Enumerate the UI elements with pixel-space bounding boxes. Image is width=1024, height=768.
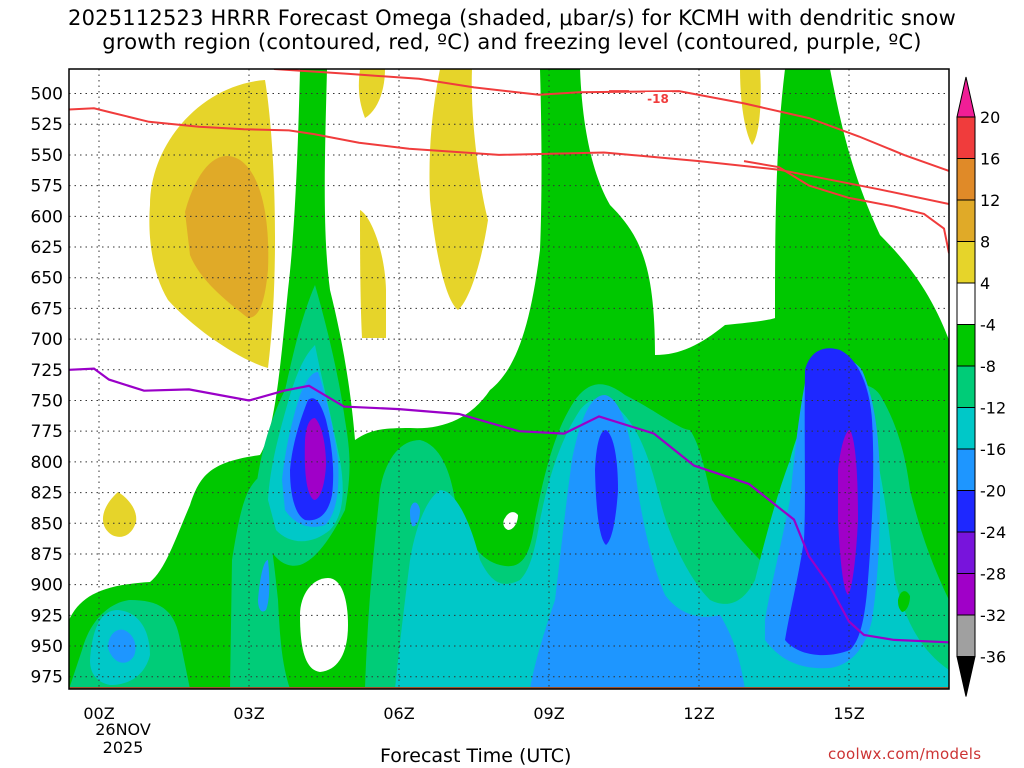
colorbar-bin (956, 407, 976, 450)
colorbar-label: -16 (980, 440, 1006, 459)
y-tick-label: 550 (31, 146, 63, 166)
chart-title-line-1: 2025112523 HRRR Forecast Omega (shaded, … (68, 6, 956, 30)
y-tick-label: 700 (31, 330, 63, 350)
x-tick-label: 00Z (83, 704, 114, 723)
colorbar-bin (956, 116, 976, 159)
credit-text: coolwx.com/models (828, 745, 982, 763)
ground-surface (69, 687, 949, 689)
x-tick-label: 06Z (383, 704, 414, 723)
colorbar-label: -28 (980, 565, 1006, 584)
omega-region-negative-extreme (595, 430, 618, 545)
y-tick-label: 800 (31, 453, 63, 473)
colorbar-bottom-extension (956, 656, 976, 697)
y-tick-label: 750 (31, 391, 63, 411)
colorbar-label: -20 (980, 482, 1006, 501)
omega-region-positive-max (185, 156, 269, 318)
y-tick-label: 950 (31, 637, 63, 657)
x-tick-label: 15Z (833, 704, 864, 723)
colorbar-bin (956, 448, 976, 491)
colorbar-label: -12 (980, 399, 1006, 418)
colorbar-label: -8 (980, 357, 996, 376)
colorbar-top-extension (956, 76, 976, 118)
colorbar-bin (956, 241, 976, 284)
colorbar-bin (956, 573, 976, 616)
x-tick-label: 03Z (233, 704, 264, 723)
plot-area (69, 69, 949, 689)
x-tick-label: 12Z (683, 704, 714, 723)
plot-frame (68, 68, 950, 690)
omega-region-neutral (503, 512, 518, 530)
dendritic-growth-contours (69, 69, 949, 254)
colorbar-label: 20 (980, 108, 1000, 127)
dgz-contour-line (69, 107, 949, 205)
date-label-year: 2025 (102, 738, 144, 757)
y-tick-label: 900 (31, 576, 63, 596)
x-axis-ticks: 00Z 03Z 06Z 09Z 12Z 15Z (83, 704, 864, 723)
omega-shading (69, 69, 949, 689)
dgz-contour-line (743, 160, 949, 254)
contour-label-text: -18 (647, 92, 669, 106)
contour-label-minus-18: -18 (645, 92, 672, 106)
colorbar-label: -32 (980, 606, 1006, 625)
y-tick-label: 825 (31, 484, 63, 504)
colorbar-bin (956, 614, 976, 657)
omega-region-negative-weak (898, 591, 910, 612)
date-label-day: 26NOV (95, 720, 151, 739)
y-tick-label: 875 (31, 545, 63, 565)
colorbar-label: -24 (980, 523, 1006, 542)
x-tick-label: 09Z (533, 704, 564, 723)
y-tick-label: 500 (31, 85, 63, 105)
colorbar: 20 16 12 8 4 -4 -8 -12 -16 -20 -24 -28 -32 -36 (956, 76, 1006, 697)
omega-region-negative-very-strong (258, 560, 270, 612)
y-tick-label: 525 (31, 115, 63, 135)
y-axis-ticks: 500 525 550 575 600 625 650 675 700 725 750 775 800 8… (31, 85, 63, 688)
omega-region-negative-very-strong (108, 629, 136, 663)
colorbar-bin (956, 531, 976, 574)
colorbar-label: -4 (980, 316, 996, 335)
y-tick-label: 925 (31, 606, 63, 626)
colorbar-bin (956, 365, 976, 408)
chart-title: 2025112523 HRRR Forecast Omega (shaded, … (0, 6, 1024, 54)
chart-title-line-2: growth region (contoured, red, ºC) and f… (102, 30, 922, 54)
omega-region-negative-very-strong (410, 502, 420, 527)
y-tick-label: 725 (31, 361, 63, 381)
y-tick-label: 975 (31, 668, 63, 688)
colorbar-label: 12 (980, 191, 1000, 210)
colorbar-label: -36 (980, 648, 1006, 667)
y-tick-label: 675 (31, 299, 63, 319)
y-tick-label: 600 (31, 207, 63, 227)
colorbar-bin (956, 282, 976, 325)
y-tick-label: 775 (31, 422, 63, 442)
colorbar-bin (956, 324, 976, 367)
x-axis-label: Forecast Time (UTC) (380, 745, 572, 767)
colorbar-label: 8 (980, 233, 990, 252)
omega-region-positive (360, 210, 386, 338)
omega-region-negative-peak (838, 430, 858, 595)
colorbar-label: 16 (980, 150, 1000, 169)
y-tick-label: 575 (31, 177, 63, 197)
y-tick-label: 850 (31, 514, 63, 534)
colorbar-bin (956, 490, 976, 533)
colorbar-bin (956, 199, 976, 242)
omega-region-neutral (300, 578, 348, 672)
grid-lines (69, 69, 949, 689)
omega-region-positive (429, 69, 488, 310)
colorbar-label: 4 (980, 274, 990, 293)
y-tick-label: 650 (31, 269, 63, 289)
freezing-level-line (69, 367, 949, 644)
colorbar-bin (956, 158, 976, 201)
y-tick-label: 625 (31, 238, 63, 258)
omega-region-negative-peak (304, 418, 326, 500)
omega-region-positive (102, 492, 137, 537)
omega-region-positive (740, 69, 761, 145)
